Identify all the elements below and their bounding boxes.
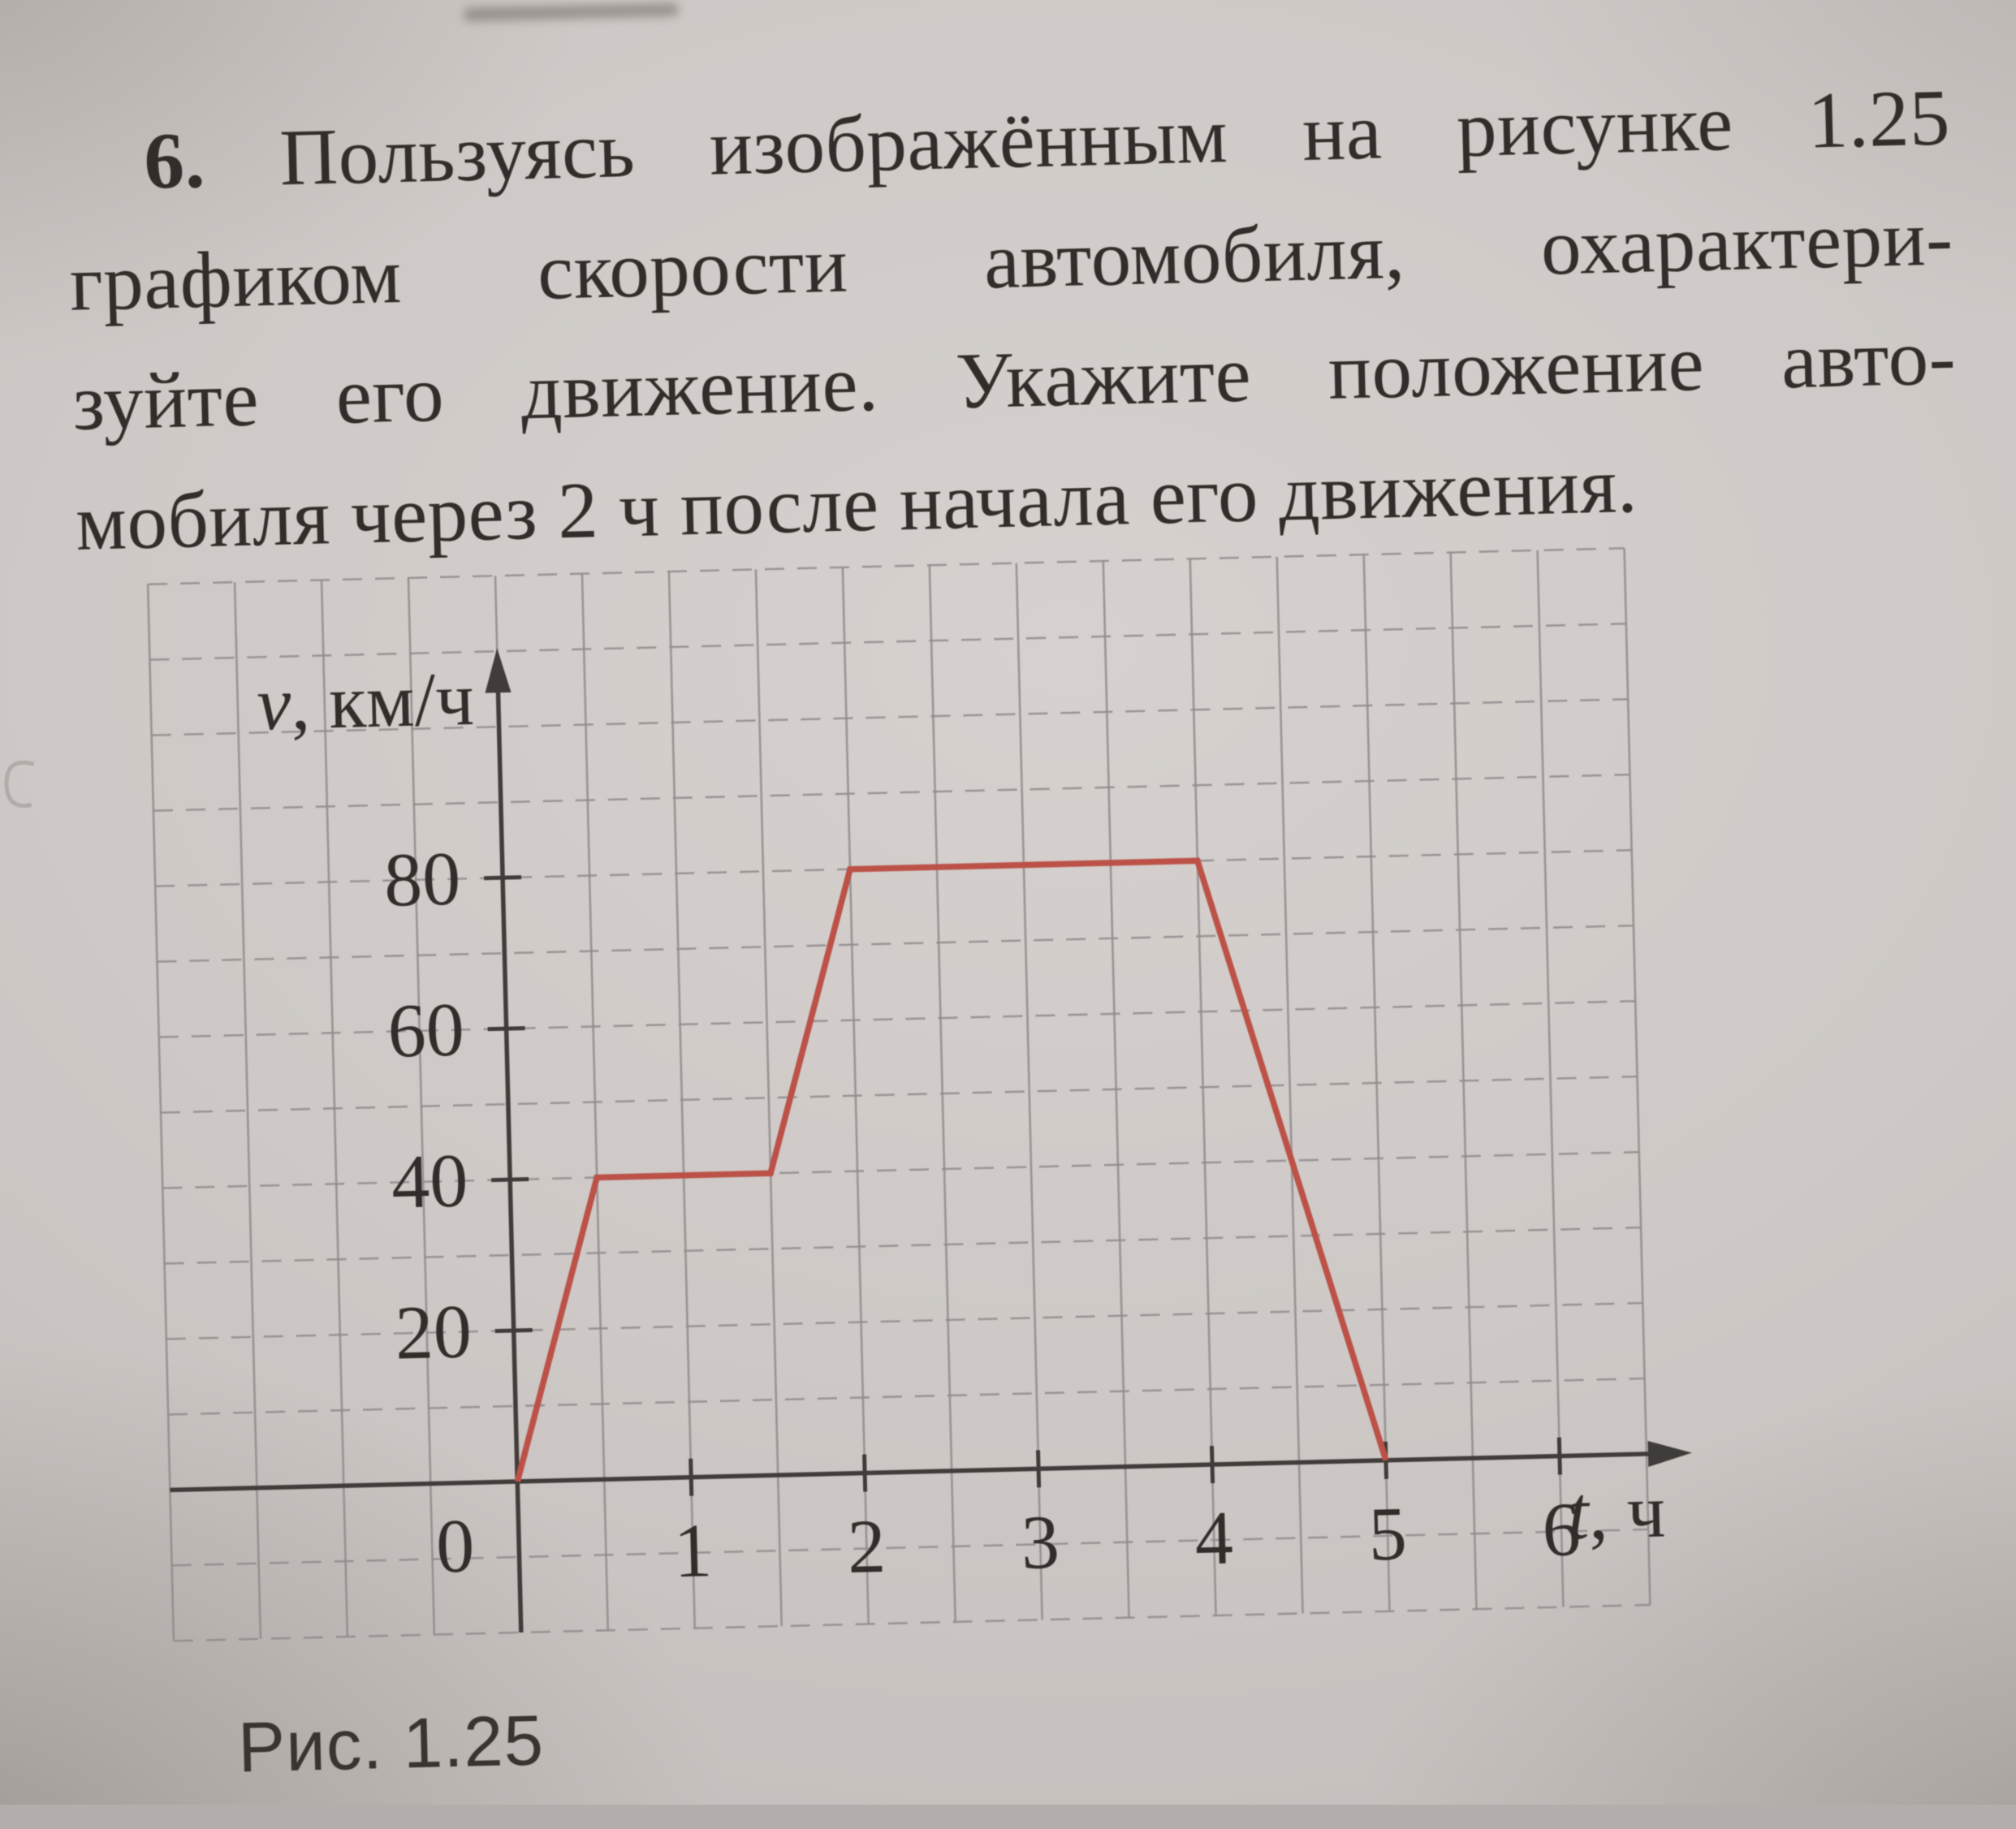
x-tick-label: 2 xyxy=(847,1504,887,1590)
y-tick-label: 60 xyxy=(386,987,465,1073)
grid-line-horizontal xyxy=(162,1152,1638,1188)
grid-line-horizontal xyxy=(153,774,1630,810)
figure-caption: Рис. 1.25 xyxy=(237,1700,545,1788)
y-tick-label: 20 xyxy=(394,1289,473,1375)
x-tick xyxy=(1038,1450,1039,1487)
problem-number: 6. xyxy=(143,116,206,206)
grid-line-horizontal xyxy=(165,1227,1641,1263)
grid-line-horizontal xyxy=(161,1076,1637,1112)
grid-line-horizontal xyxy=(149,623,1625,659)
grid-line-horizontal xyxy=(159,1001,1635,1037)
grid-line-horizontal xyxy=(166,1303,1643,1339)
x-tick xyxy=(691,1459,692,1496)
problem-line-text: Пользуясь изображённым на рисунке 1.25 xyxy=(278,73,1951,202)
x-tick xyxy=(1559,1438,1560,1475)
y-axis-label: v, км/ч xyxy=(256,657,475,746)
problem-text: 6. Пользуясь изображённым на рисунке 1.2… xyxy=(66,58,1961,583)
y-axis xyxy=(499,692,521,1633)
x-axis-arrow-icon xyxy=(1647,1440,1692,1467)
grid-line-horizontal xyxy=(157,925,1633,961)
x-tick-label: 4 xyxy=(1194,1495,1234,1581)
x-tick xyxy=(865,1455,866,1492)
y-tick xyxy=(495,1330,533,1331)
x-tick-label: 1 xyxy=(673,1508,714,1594)
x-tick-label: 5 xyxy=(1367,1491,1408,1577)
y-tick-label: 40 xyxy=(391,1138,469,1224)
grid-line-horizontal xyxy=(172,1529,1648,1565)
x-tick-label: 3 xyxy=(1021,1500,1061,1585)
y-tick-label: 80 xyxy=(383,836,462,922)
x-tick xyxy=(1211,1446,1212,1483)
pencil-mark xyxy=(6,762,34,806)
grid-line-horizontal xyxy=(168,1378,1644,1414)
x-axis-label: t, ч xyxy=(1566,1469,1666,1555)
origin-label: 0 xyxy=(435,1503,476,1589)
y-axis-arrow-icon xyxy=(484,648,511,693)
grid-line-horizontal xyxy=(174,1605,1650,1641)
x-axis xyxy=(170,1453,1662,1490)
